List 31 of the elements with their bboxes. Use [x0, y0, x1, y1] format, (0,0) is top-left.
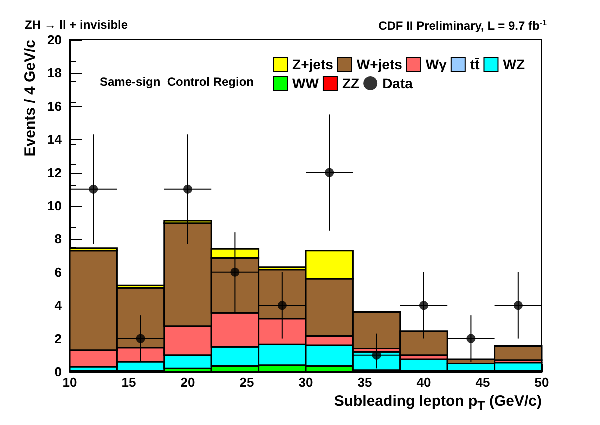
legend-label: WW — [292, 76, 320, 92]
y-tick-label: 6 — [54, 264, 62, 280]
legend-label: Wγ — [426, 56, 448, 72]
chart-title: ZH → ll + invisible — [25, 18, 128, 32]
y-tick-label: 12 — [48, 165, 62, 180]
x-tick-label: 20 — [180, 375, 196, 390]
annotation: Same-sign Control Region — [100, 75, 254, 89]
y-axis-title: Events / 4 GeV/c — [22, 40, 39, 157]
x-tick-label: 40 — [416, 375, 432, 390]
y-tick-label: 0 — [54, 364, 62, 380]
x-axis-title: Subleading lepton p$_{T}$ (GeV/c) — [334, 393, 542, 413]
y-tick-label: 14 — [48, 132, 63, 148]
y-tick-label: 18 — [48, 66, 62, 81]
y-tick-label: 2 — [54, 331, 62, 346]
legend-label: Data — [382, 76, 414, 92]
y-tick-label: 10 — [48, 198, 62, 214]
x-tick-label: 25 — [240, 375, 254, 390]
x-tick-label: 30 — [298, 375, 314, 390]
y-tick-label: 20 — [48, 32, 62, 48]
x-tick-label: 45 — [476, 375, 490, 390]
legend-label: tt̄ — [470, 56, 480, 72]
x-tick-label: 50 — [534, 375, 550, 390]
x-tick-label: 15 — [122, 375, 136, 390]
legend-label: Z+jets — [292, 56, 334, 72]
x-tick-label: 35 — [358, 375, 372, 390]
y-tick-label: 16 — [48, 98, 62, 114]
y-tick-label: 8 — [54, 232, 62, 247]
legend-label: W+jets — [356, 56, 403, 72]
y-tick-label: 4 — [54, 298, 63, 314]
legend-label: ZZ — [342, 76, 360, 92]
legend-label: WZ — [503, 56, 526, 72]
